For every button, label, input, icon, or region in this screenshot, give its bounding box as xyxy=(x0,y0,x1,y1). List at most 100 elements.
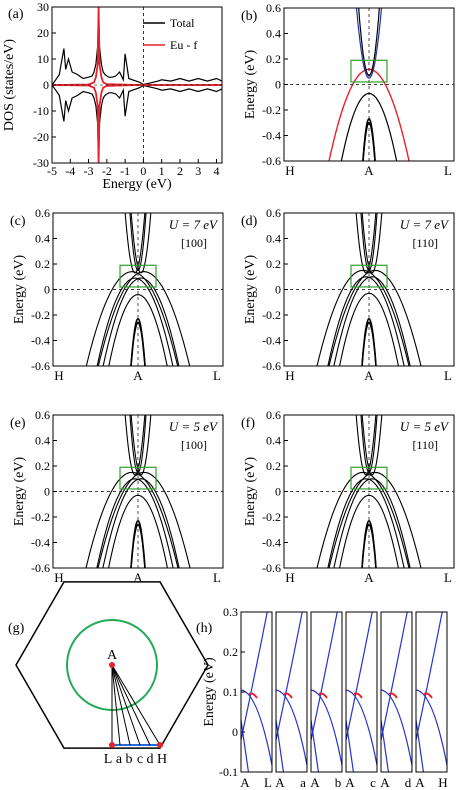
band-line xyxy=(328,269,422,366)
panel-label: (e) xyxy=(10,416,26,431)
k-point-label: H xyxy=(285,163,294,178)
k-point-label: L xyxy=(444,368,452,383)
annotation-u: U = 5 eV xyxy=(400,419,450,434)
k-point-label: H xyxy=(438,775,447,790)
k-point-label: A xyxy=(364,163,374,178)
y-tick-label: 0.2 xyxy=(35,257,50,271)
y-axis-label: Energy (eV) xyxy=(243,50,258,120)
bands xyxy=(381,612,412,772)
highlight-box xyxy=(119,466,157,490)
band-crossing xyxy=(423,692,433,699)
k-point-label: L xyxy=(213,570,221,585)
y-tick-label: -0.4 xyxy=(31,536,50,550)
panel-label: (b) xyxy=(241,9,258,24)
y-tick-label: 10 xyxy=(37,52,49,66)
dos-series-total-down xyxy=(51,84,223,164)
annotation-direction: [100] xyxy=(181,438,207,452)
y-tick-label: 0 xyxy=(44,283,50,297)
k-point-label: A xyxy=(133,570,143,585)
axes-frame xyxy=(345,611,378,773)
panel-f: -0.6 -0.4 -0.2 0 0.2 0.4 0.6 H A L Energy (eV) (f) U… xyxy=(241,408,455,585)
band-line xyxy=(311,689,342,769)
y-tick-label: 0 xyxy=(275,78,281,92)
k-point-label: L xyxy=(104,752,113,767)
x-tick-label: -2 xyxy=(102,164,112,178)
k-path-line xyxy=(111,664,131,746)
y-tick-label: -0.4 xyxy=(262,129,281,143)
k-point-label: A xyxy=(310,775,320,790)
k-path-line xyxy=(111,664,161,746)
k-point-label: b xyxy=(335,775,342,790)
band-line xyxy=(333,478,411,568)
H-point-marker xyxy=(157,742,163,748)
axes-frame xyxy=(275,611,308,773)
band-line xyxy=(328,471,422,568)
y-tick-label: 0 xyxy=(43,78,49,92)
band-line xyxy=(360,415,378,473)
brillouin-zone-hexagon xyxy=(15,581,209,749)
band-line xyxy=(130,415,152,476)
band-line xyxy=(355,8,383,79)
y-tick-label: -0.2 xyxy=(262,308,281,322)
panel-g: A L a b c d H (g) xyxy=(8,581,209,767)
y-tick-label: -0.4 xyxy=(31,334,50,348)
band-line xyxy=(361,519,377,568)
band-line xyxy=(311,719,320,772)
band-line xyxy=(241,612,268,741)
band-crossing xyxy=(318,692,328,699)
L-point-marker xyxy=(109,742,115,748)
band-line xyxy=(276,612,303,741)
y-tick-label: -10 xyxy=(33,104,49,118)
y-tick-label: 0.2 xyxy=(266,52,281,66)
band-line xyxy=(241,689,272,769)
k-point-label: L xyxy=(213,368,221,383)
y-tick-label: -0.2 xyxy=(262,103,281,117)
y-tick-label: 0.4 xyxy=(35,434,50,448)
annotation-direction: [110] xyxy=(412,236,438,250)
band-line xyxy=(416,689,447,769)
k-point-label: A xyxy=(380,775,390,790)
x-tick-label: 3 xyxy=(195,164,201,178)
band-line xyxy=(360,213,378,271)
y-axis-label: Energy (eV) xyxy=(12,457,27,527)
y-tick-label: 0 xyxy=(44,485,50,499)
y-tick-label: -20 xyxy=(33,130,49,144)
band-line xyxy=(416,612,443,741)
annotation-direction: [110] xyxy=(412,438,438,452)
band-line xyxy=(355,415,377,476)
x-tick-label: -5 xyxy=(47,164,57,178)
panel-b: -0.6 -0.4 -0.2 0 0.2 0.4 0.6 H A L Energy (eV) (b) xyxy=(241,1,455,178)
x-tick-label: 2 xyxy=(177,164,183,178)
annotation-u: U = 7 eV xyxy=(400,217,450,232)
panel-label: (g) xyxy=(8,621,25,636)
band-line xyxy=(129,213,147,271)
band-line xyxy=(416,719,425,772)
annotation-direction: [100] xyxy=(181,236,207,250)
y-tick-label: -0.6 xyxy=(31,561,50,575)
band-line xyxy=(327,478,405,568)
band-line xyxy=(108,294,168,366)
band-line xyxy=(96,277,174,366)
bands xyxy=(311,612,342,772)
band-line xyxy=(381,612,408,741)
y-axis-label: DOS (states/eV) xyxy=(2,39,17,131)
k-point-label: H xyxy=(157,752,167,767)
band-line xyxy=(276,719,285,772)
panel-label: (d) xyxy=(241,214,258,229)
k-point-label: A xyxy=(133,368,143,383)
k-point-label: d xyxy=(147,752,154,767)
k-point-label: a xyxy=(300,775,306,790)
k-point-label: A xyxy=(345,775,355,790)
band-line xyxy=(130,317,146,366)
highlight-box xyxy=(350,466,388,490)
band-line xyxy=(85,471,179,568)
panel-d: -0.6 -0.4 -0.2 0 0.2 0.4 0.6 H A L Energy (eV) (d) U… xyxy=(241,206,455,383)
y-tick-label: 0.2 xyxy=(266,459,281,473)
bands xyxy=(346,612,377,772)
y-tick-label: 0 xyxy=(232,725,238,739)
bands xyxy=(328,8,410,161)
y-tick-label: -0.6 xyxy=(31,359,50,373)
